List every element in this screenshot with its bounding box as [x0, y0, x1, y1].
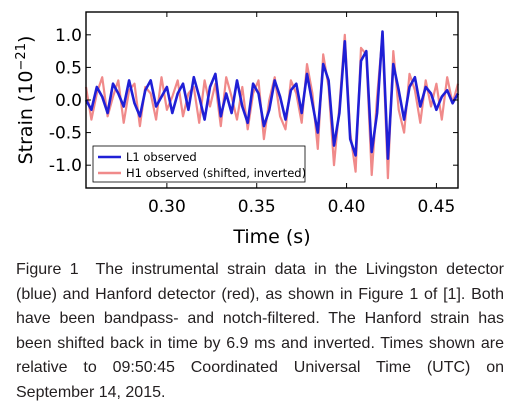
- caption-label: Figure 1: [16, 261, 79, 278]
- strain-chart: 0.30 0.35 0.40 0.45 1.0 0.5 0.0 -0.5 -1.0 L1 obs…: [14, 11, 460, 248]
- series-layer: [84, 30, 460, 180]
- legend-box: [92, 145, 306, 183]
- ticks-layer: 0.30 0.35 0.40 0.45 1.0 0.5 0.0 -0.5 -1.0: [49, 12, 458, 217]
- y-tick-label: -0.5: [49, 124, 82, 144]
- figure-caption: Figure 1 The instrumental strain data in…: [16, 258, 504, 405]
- y-tick-label: 0.0: [55, 91, 82, 111]
- x-tick-label: 0.35: [238, 197, 276, 217]
- series-line-l1: [84, 30, 460, 160]
- caption-text: The instrumental strain data in the Livi…: [16, 261, 504, 401]
- y-tick-label: 0.5: [55, 58, 82, 78]
- y-axis-label-main: Strain (10: [15, 70, 37, 164]
- x-tick-label: 0.30: [148, 197, 186, 217]
- y-tick-label: -1.0: [49, 156, 82, 176]
- legend-label-l1: L1 observed: [126, 150, 197, 164]
- y-axis-label: Strain (10−21): [14, 36, 37, 165]
- strain-chart-svg: 0.30 0.35 0.40 0.45 1.0 0.5 0.0 -0.5 -1.0 L1 obs…: [14, 11, 460, 248]
- legend-label-h1: H1 observed (shifted, inverted): [126, 166, 306, 180]
- y-axis-label-close: ): [15, 36, 37, 43]
- legend: L1 observed H1 observed (shifted, invert…: [92, 145, 306, 183]
- x-tick-label: 0.40: [328, 197, 366, 217]
- x-axis-label: Time (s): [232, 226, 310, 248]
- y-axis-label-exponent: −21: [14, 43, 29, 70]
- x-tick-label: 0.45: [418, 197, 456, 217]
- y-tick-label: 1.0: [55, 26, 82, 46]
